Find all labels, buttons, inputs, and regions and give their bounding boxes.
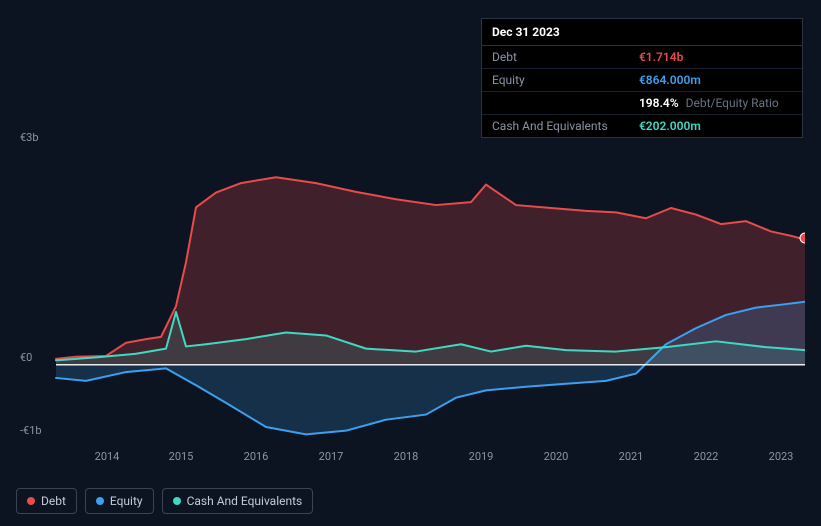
legend-item-debt[interactable]: Debt <box>16 488 77 514</box>
legend-label: Cash And Equivalents <box>187 494 303 508</box>
tooltip-date: Dec 31 2023 <box>482 19 802 46</box>
chart-legend: Debt Equity Cash And Equivalents <box>16 488 313 514</box>
legend-item-equity[interactable]: Equity <box>85 488 154 514</box>
legend-item-cash[interactable]: Cash And Equivalents <box>162 488 314 514</box>
equity-swatch <box>96 497 104 505</box>
cash-swatch <box>173 497 181 505</box>
legend-label: Equity <box>110 494 143 508</box>
chart-tooltip: Dec 31 2023 Debt€1.714bEquity€864.000m19… <box>481 18 803 138</box>
tooltip-table: Debt€1.714bEquity€864.000m198.4% Debt/Eq… <box>482 46 802 137</box>
legend-label: Debt <box>41 494 66 508</box>
debt-swatch <box>27 497 35 505</box>
